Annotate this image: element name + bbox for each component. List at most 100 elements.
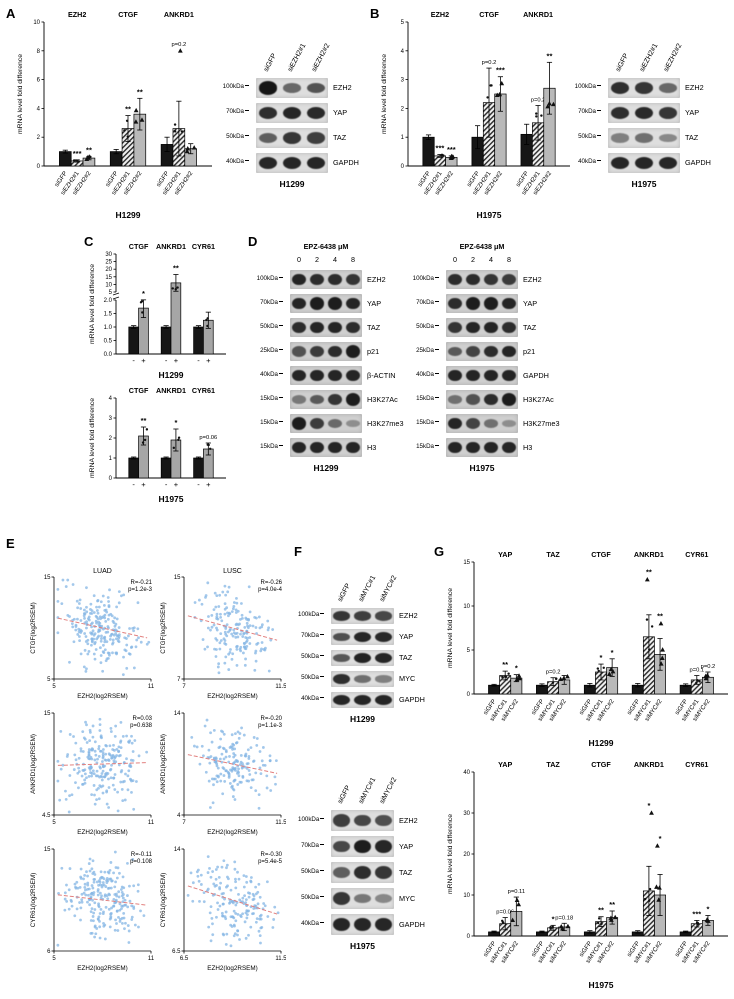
scatter-point: [105, 802, 109, 806]
scatter-point: [235, 622, 239, 626]
scatter-point: [219, 772, 223, 776]
y-tick-label: 1: [109, 456, 113, 462]
scatter-point: [212, 777, 216, 781]
scatter-point: [85, 741, 89, 744]
scatter-point: [111, 642, 114, 646]
scatter-point: [219, 881, 222, 885]
scatter-point: [120, 594, 123, 598]
scatter-point: [89, 892, 93, 896]
data-point: [561, 675, 567, 681]
scatter-point: [125, 734, 128, 738]
scatter-point: [83, 648, 87, 652]
scatter-point: [206, 855, 210, 859]
scatter-point: [101, 765, 105, 769]
scatter-point: [244, 754, 248, 758]
scatter-point: [209, 755, 213, 758]
trend-line: [187, 615, 278, 641]
protein-label: EZH2: [399, 815, 418, 825]
gene-label: YAP: [498, 760, 512, 769]
data-point: [173, 123, 177, 126]
scatter-point: [252, 760, 255, 763]
scatter-point: [79, 607, 83, 610]
scatter-point: [214, 655, 218, 658]
scatter-point: [136, 601, 140, 605]
scatter-point: [72, 735, 75, 738]
band: [483, 321, 498, 334]
scatter-point: [231, 795, 235, 798]
scatter-point: [75, 907, 79, 911]
scatter-point: [72, 617, 76, 621]
scatter-point: [88, 869, 92, 873]
y-tick-label: 6: [37, 78, 41, 84]
scatter-point: [103, 870, 107, 874]
band: [327, 321, 342, 334]
scatter-point: [106, 630, 110, 634]
scatter-point: [199, 873, 203, 877]
band: [333, 892, 350, 905]
gene-label: CYR61: [192, 242, 215, 251]
bar: [160, 326, 172, 355]
band: [306, 132, 326, 144]
scatter-point: [90, 632, 94, 636]
panel-label-d: D: [248, 234, 258, 249]
scatter-point: [64, 789, 67, 793]
scatter-point: [238, 647, 242, 651]
protein-label: TAZ: [399, 653, 413, 662]
scatter-point: [87, 862, 91, 865]
data-point: [442, 154, 445, 157]
cell-line-label: H1299: [279, 179, 305, 189]
scatter-point: [222, 774, 226, 777]
scatter-point: [84, 893, 88, 897]
scatter-point: [96, 599, 99, 603]
scatter-point: [72, 640, 76, 644]
scatter-point: [115, 637, 118, 641]
scatter-point: [102, 643, 105, 647]
scatter-point: [85, 723, 88, 727]
scatter-point: [88, 857, 92, 861]
band: [465, 321, 480, 334]
band: [634, 156, 654, 170]
scatter-point: [101, 784, 105, 788]
y-tick-label: 25: [105, 260, 112, 266]
x-tick-label: 5: [52, 820, 56, 826]
scatter-point: [221, 746, 225, 750]
sig-label: p=0.2: [172, 42, 187, 48]
scatter-point: [223, 630, 227, 634]
blot-strip: [290, 438, 362, 457]
y-tick-label: 20: [463, 852, 470, 858]
blot-strip: [290, 414, 362, 433]
data-point: [602, 666, 605, 669]
scatter-point: [111, 651, 114, 655]
scatter-point: [77, 602, 81, 605]
gene-label: EZH2: [68, 10, 86, 19]
y-tick-label: 5: [47, 677, 51, 683]
scatter-point: [119, 770, 123, 774]
scatter-point: [238, 898, 242, 902]
scatter-point: [107, 600, 110, 603]
kda-label: 40kDa: [410, 371, 439, 378]
blot-strip: [446, 318, 518, 337]
scatter-point: [255, 737, 259, 740]
blot-strip: [290, 318, 362, 337]
data-point: [449, 153, 454, 159]
sig-label: **: [86, 145, 92, 154]
scatter-point: [92, 772, 96, 776]
scatter-point: [92, 611, 96, 614]
scatter-point: [80, 898, 84, 902]
scatter-point: [115, 747, 119, 751]
scatter-point: [98, 891, 102, 895]
scatter-point: [224, 755, 228, 759]
scatter-point: [221, 914, 224, 918]
panel-e-scatter-luad-ankrd1: 5 11 4.5 15 EZH2(log2RSEM) ANKRD1(log2RSEM) R=…: [28, 702, 156, 836]
scatter-point: [246, 748, 250, 752]
y-tick-label: 14: [174, 711, 181, 717]
band: [333, 814, 350, 827]
gene-label: YAP: [498, 550, 512, 559]
scatter-point: [214, 877, 218, 881]
scatter-point: [91, 872, 95, 875]
scatter-point: [206, 871, 210, 874]
scatter-point: [242, 874, 246, 878]
p-value: p=1.1e-3: [258, 723, 283, 729]
scatter-point: [130, 918, 134, 921]
scatter-point: [217, 876, 221, 879]
